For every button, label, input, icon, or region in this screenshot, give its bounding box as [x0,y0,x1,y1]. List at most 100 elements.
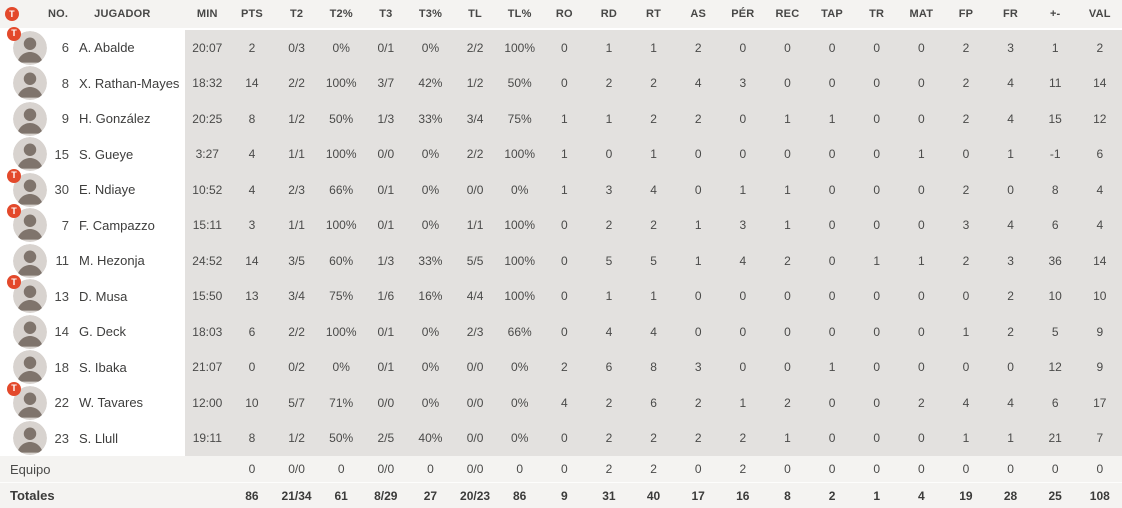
stat-cell: 12:00 [192,395,223,410]
player-row[interactable]: T 14 G. Deck 18:03 6 2/2 100% 0/1 0% 2/3 66% 0 4 4… [0,314,1122,350]
player-cell: T 22 W. Tavares [0,381,185,421]
column-header-per: PÉR [731,8,755,20]
player-row[interactable]: T 22 W. Tavares 12:00 10 5/7 71% 0/0 0% 0/0 0% 4… [0,381,1122,421]
stat-cell: 6 [248,324,256,339]
stat-cell: 0 [739,40,747,55]
stat-cell: 2 [650,431,657,446]
stat-cell: 1 [605,40,613,55]
player-avatar: T [7,381,47,420]
starter-badge-icon: T [7,381,21,396]
player-cell: T 14 G. Deck [0,314,185,350]
stat-cell: 5 [605,253,613,268]
stat-cell: 2 [605,76,613,91]
stat-cell: 28 [1003,488,1018,503]
player-avatar: T [13,421,47,456]
column-header-fr: FR [1003,8,1019,20]
stat-cell: 1 [1007,147,1014,162]
stat-cell: 0% [421,147,440,162]
player-photo-placeholder-icon [13,243,47,278]
stat-cell: 1 [650,289,657,304]
stat-cell: 2 [605,395,613,410]
stat-cell: 31 [602,488,616,503]
stat-cell: 0 [828,431,836,446]
player-photo-placeholder-icon [13,385,47,420]
stat-cell: 0 [694,147,702,162]
stat-cell: 1 [784,182,791,197]
stat-cell: 19 [959,488,973,503]
stat-cell: 0 [784,40,791,55]
stat-cell: 14 [1093,76,1107,91]
stat-cell: 0/2 [288,360,305,375]
stat-cell: 3 [1007,253,1014,268]
player-photo-placeholder-icon [13,101,47,136]
stat-cell: 16 [736,488,750,503]
stat-cell: 2 [1007,289,1014,304]
team-row-label: Equipo [10,461,51,477]
player-cell: T 13 D. Musa [0,275,185,314]
column-header-t3: T3 [379,8,393,20]
stat-cell: 0 [739,324,747,339]
stat-cell: 2 [694,111,702,126]
stat-cell: 10:52 [192,182,223,197]
totals-row: Totales 86 21/34 61 8/29 27 20/23 86 9 31 40 17 16 8… [0,482,1122,508]
column-header-pts: PTS [240,8,263,20]
stat-cell: 1 [1007,431,1014,446]
stat-cell: 3/7 [377,76,395,91]
player-row[interactable]: T 13 D. Musa 15:50 13 3/4 75% 1/6 16% 4/4 100% 0… [0,275,1122,314]
stat-cell: 75% [507,111,532,126]
player-photo-placeholder-icon [13,208,47,243]
player-cell: T 8 X. Rathan-Mayes [0,65,185,101]
stat-cell: 3 [739,76,747,91]
player-row[interactable]: T 23 S. Llull 19:11 8 1/2 50% 2/5 40% 0/0 0% 0 2 2… [0,420,1122,456]
player-row[interactable]: T 15 S. Gueye 3:27 4 1/1 100% 0/0 0% 2/2 100% 1 0… [0,136,1122,172]
player-row[interactable]: T 9 H. González 20:25 8 1/2 50% 1/3 33% 3/4 75%… [0,101,1122,137]
stat-cell: 71% [329,395,354,410]
player-number: 22 [54,395,69,411]
player-cell: T 9 H. González [0,101,185,137]
stat-cell: 1/1 [288,147,305,162]
stat-cell: 100% [504,218,536,233]
player-avatar: T [7,275,47,314]
player-stats: 24:52 14 3/5 60% 1/3 33% 5/5 100% 0 5 5 1 4 2 0 1 1 2 3 36 1… [185,243,1122,279]
stat-cell: 10 [1093,289,1107,304]
player-row[interactable]: T 18 S. Ibaka 21:07 0 0/2 0% 0/1 0% 0/0 0% 2 6 8 3 0… [0,349,1122,385]
stat-cell: 100% [504,40,536,55]
stat-cell: 0 [784,147,791,162]
table-header-row: T NO. JUGADOR MIN PTS T2 T2% T3 T3% TL TL% RO RD R… [0,0,1122,30]
stat-cell: 5 [1051,324,1059,339]
stat-cell: 0 [962,360,970,375]
player-number: 8 [61,75,69,91]
stat-cell: 0 [873,76,881,91]
stat-cell: 0 [248,360,256,375]
stat-cell: 0 [337,462,345,476]
player-row[interactable]: T 6 A. Abalde 20:07 2 0/3 0% 0/1 0% 2/2 100% 0 1 1… [0,26,1122,66]
stat-cell: 5 [650,253,657,268]
stat-cell: 1 [917,147,925,162]
stat-cell: 1 [1051,40,1059,55]
stat-cell: 0 [828,395,836,410]
player-name: S. Ibaka [79,359,127,375]
stat-cell: 61 [334,488,348,503]
player-row[interactable]: T 11 M. Hezonja 24:52143/560%1/333%5/510… [0,243,1122,279]
stat-cell: 2 [248,40,256,55]
stat-cell: 8 [248,431,256,446]
column-header-ro: RO [555,8,573,20]
column-header-mat: MAT [909,8,934,20]
stat-cell: 6 [1096,147,1104,162]
stat-cell: 33% [418,111,443,126]
player-row[interactable]: T 8 X. Rathan-Mayes 18:32 14 2/2 100% 3/7 42%… [0,65,1122,101]
player-row[interactable]: T 30 E. Ndiaye 10:52 4 2/3 66% 0/1 0% 0/0 0% 1 3 4… [0,168,1122,208]
stat-cell: 0 [917,182,925,197]
player-row[interactable]: T 7 F. Campazzo 15:11 3 1/1 100% 0/1 0% 1/1 100… [0,204,1122,243]
stat-cell: 0 [694,324,702,339]
player-avatar: T [13,137,47,172]
stat-cell: 0/1 [377,360,395,375]
stat-cell: 0 [516,462,524,476]
stat-cell: 24:52 [192,253,223,268]
starter-badge-icon: T [7,275,21,290]
stat-cell: 0 [784,289,791,304]
stat-cell: 40% [418,431,443,446]
stat-cell: 0 [917,40,925,55]
stat-cell: 21:07 [192,360,223,375]
player-name: M. Hezonja [79,253,145,269]
